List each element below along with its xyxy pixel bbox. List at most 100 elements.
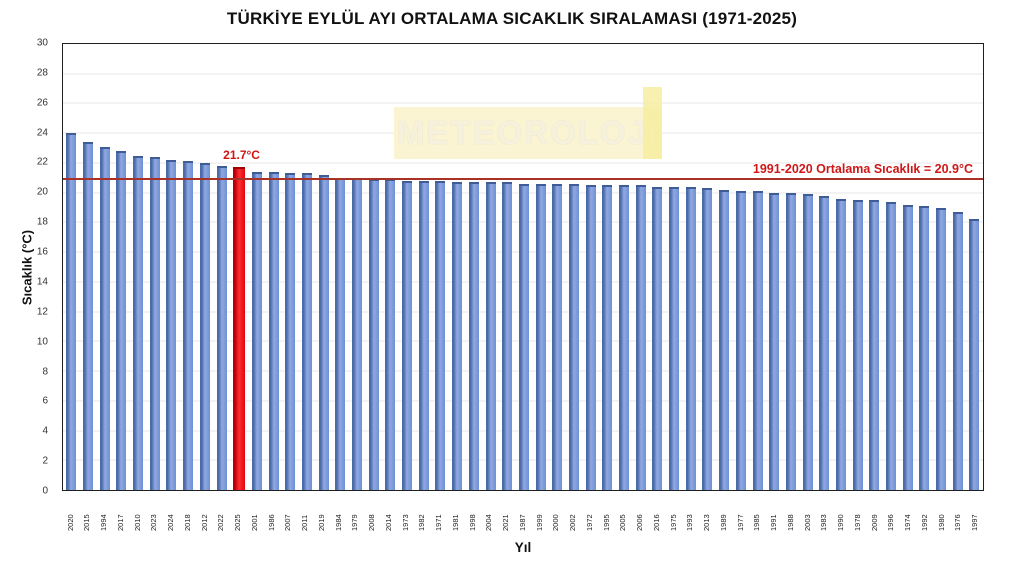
x-tick-label: 2017 [115,514,125,531]
bar-2024 [166,159,177,490]
bar-2008 [368,179,379,490]
y-tick-labels: 0 2 4 6 8 10 12 14 16 18 20 22 24 26 28 30 [0,38,56,497]
bar-1981 [452,182,463,490]
bar-2004 [485,182,496,490]
x-tick-label: 2006 [635,514,645,531]
gridline [63,102,983,104]
y-tick-label: 0 [42,485,48,497]
x-tick-label: 1990 [836,514,846,531]
bar-2023 [149,157,160,490]
x-tick-label: 2014 [383,514,393,531]
bar-1983 [819,195,830,490]
x-tick-label: 1999 [534,514,544,531]
x-tick-label: 2018 [182,514,192,531]
y-tick-label: 12 [36,306,48,318]
x-tick-label: 2010 [132,514,142,531]
bar-2021 [502,182,513,490]
x-tick-label: 1998 [467,514,477,531]
x-tick-label: 1994 [99,514,109,531]
y-tick-label: 4 [42,425,48,437]
x-axis-title: Yıl [514,540,532,555]
bar-2020 [66,133,77,490]
bar-2011 [301,173,312,490]
bar-2017 [116,151,127,490]
bar-2009 [869,200,880,490]
bar-1994 [99,146,110,490]
y-tick-label: 16 [36,246,48,258]
y-tick-label: 14 [36,276,48,288]
x-tick-label: 1984 [333,514,343,531]
bar-1991 [769,192,780,490]
reference-line [63,178,983,181]
bar-1984 [335,177,346,490]
x-tick-label: 2012 [199,514,209,531]
x-tick-label: 1988 [785,514,795,531]
y-tick-label: 28 [36,67,48,79]
bar-2019 [318,174,329,490]
x-tick-label: 2004 [484,514,494,531]
y-tick-label: 8 [42,366,48,378]
bar-1977 [735,191,746,490]
x-tick-label: 1992 [919,514,929,531]
x-tick-label: 2009 [869,514,879,531]
bar-2022 [216,165,227,490]
x-tick-label: 1995 [601,514,611,531]
bar-1998 [468,182,479,490]
x-tick-label: 2023 [149,514,159,531]
bar-1978 [852,200,863,490]
y-tick-label: 30 [36,37,48,49]
reference-line-label: 1991-2020 Ortalama Sıcaklık = 20.9°C [752,162,973,177]
x-tick-label: 1989 [718,514,728,531]
y-tick-label: 20 [36,186,48,198]
bar-1992 [919,206,930,490]
x-tick-label: 1973 [400,514,410,531]
x-tick-label: 1979 [350,514,360,531]
bar-1986 [268,171,279,490]
watermark-stripe [643,87,662,159]
x-tick-label: 1991 [769,514,779,531]
x-tick-label: 1983 [819,514,829,531]
x-tick-labels: 2020 2015 1994 2017 2010 2023 2024 2018 2012 2022… [62,495,984,537]
bar-2015 [83,142,94,490]
y-tick-label: 6 [42,395,48,407]
bar-1997 [969,219,980,490]
x-tick-label: 2008 [367,514,377,531]
y-tick-label: 2 [42,455,48,467]
plot-area: METEOROLOJİ 1991-2020 Ortalama Sıcaklık … [62,43,984,491]
x-tick-label: 1981 [450,514,460,531]
x-tick-label: 2024 [166,514,176,531]
x-tick-label: 2019 [316,514,326,531]
bar-1974 [902,204,913,490]
y-tick-label: 26 [36,97,48,109]
x-tick-label: 2021 [501,514,511,531]
bar-2007 [285,173,296,490]
bar-1993 [685,186,696,490]
bar-2025 [233,167,246,490]
bar-1982 [418,180,429,490]
x-tick-label: 1987 [517,514,527,531]
bar-1971 [435,180,446,490]
x-tick-label: 2002 [568,514,578,531]
bar-2001 [251,171,262,490]
bar-1980 [936,207,947,490]
bar-1972 [585,185,596,490]
x-tick-label: 2001 [249,514,259,531]
bar-2002 [568,183,579,490]
y-tick-label: 10 [36,336,48,348]
x-tick-label: 2011 [300,514,310,531]
bar-2016 [652,186,663,490]
x-tick-label: 1971 [434,514,444,531]
x-tick-label: 1976 [953,514,963,531]
x-tick-label: 2016 [651,514,661,531]
x-tick-label: 2007 [283,514,293,531]
x-tick-label: 2020 [65,514,75,531]
x-tick-label: 1980 [936,514,946,531]
x-tick-label: 2000 [551,514,561,531]
x-tick-label: 1977 [735,514,745,531]
watermark: METEOROLOJİ [394,107,662,159]
x-tick-label: 1978 [852,514,862,531]
x-tick-label: 2015 [82,514,92,531]
x-tick-label: 2005 [618,514,628,531]
y-tick-label: 18 [36,216,48,228]
